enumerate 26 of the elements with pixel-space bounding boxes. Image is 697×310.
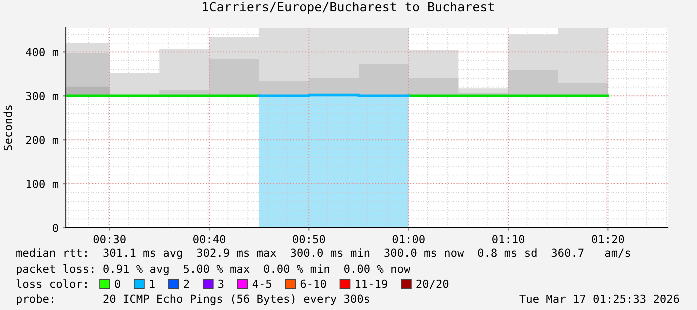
text: packet loss: 0.91 % avg 5.00 % max 0.00 % min 0.00 % now	[17, 264, 411, 276]
legend-label: 11-19	[356, 280, 388, 288]
x-tick-label: 01:20	[592, 235, 624, 244]
text: Tue Mar 17 01:25:33 2026	[520, 294, 680, 304]
legend-label: 1	[150, 280, 155, 288]
legend-label: 2	[184, 280, 190, 288]
legend-label: 4-5	[252, 280, 272, 288]
text: median rtt: 301.1 ms avg 302.9 ms max 300.0 ms min 300.0 ms now 0.8 ms sd 360.7 am/s	[16, 248, 630, 260]
y-tick-label: 0	[53, 224, 58, 232]
legend-label: 3	[218, 280, 224, 288]
text: loss color:	[16, 280, 87, 288]
chart-title: 1Carriers/Europe/Bucharest to Bucharest	[203, 2, 494, 14]
x-tick-label: 01:00	[392, 235, 425, 244]
y-tick-label: 300 m	[26, 92, 59, 101]
legend-label: 6-10	[300, 280, 326, 288]
x-tick-label: 00:50	[293, 235, 326, 244]
y-tick-label: 200 m	[26, 136, 59, 144]
text: probe: 20 ICMP Echo Pings (56 Bytes) every 300s	[17, 294, 370, 306]
x-tick-label: 00:40	[194, 235, 226, 244]
legend-label: 0	[115, 280, 120, 288]
x-tick-label: 00:30	[94, 235, 126, 244]
y-axis-title: Seconds	[4, 106, 12, 151]
x-tick-label: 01:10	[492, 235, 525, 244]
y-tick-label: 400 m	[26, 48, 59, 57]
y-tick-label: 100 m	[26, 180, 59, 188]
legend-label: 20/20	[416, 280, 449, 290]
